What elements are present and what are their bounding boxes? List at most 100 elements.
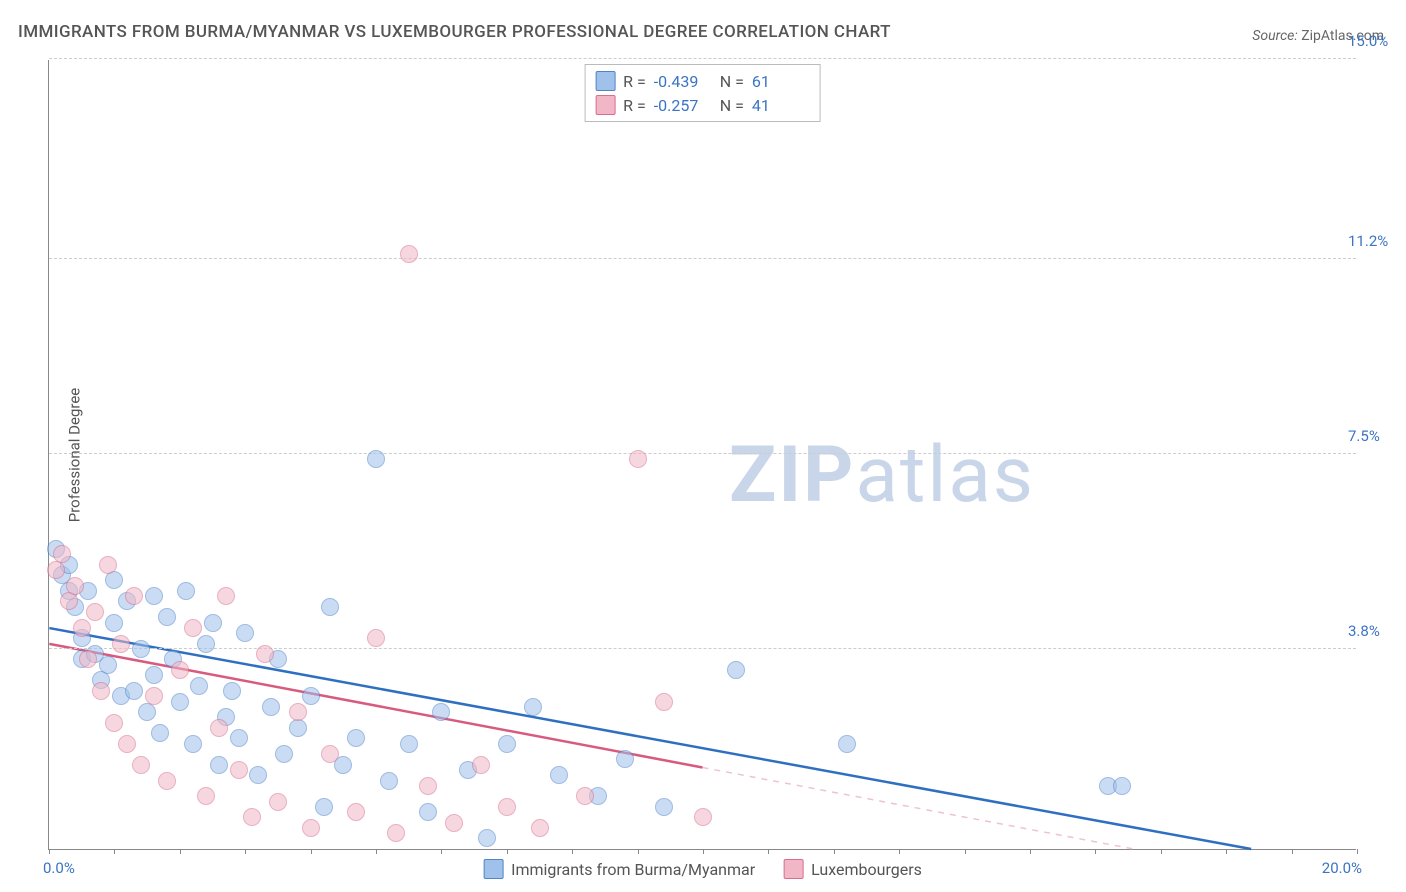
scatter-point-lux	[197, 787, 215, 805]
gridline	[49, 648, 1356, 649]
y-tick-label: 15.0%	[1348, 32, 1406, 50]
scatter-point-burma	[432, 703, 450, 721]
x-axis-max-label: 20.0%	[1322, 859, 1362, 877]
scatter-point-lux	[118, 735, 136, 753]
legend-series: Immigrants from Burma/Myanmar Luxembourg…	[483, 859, 922, 879]
scatter-point-burma	[190, 677, 208, 695]
scatter-point-burma	[655, 798, 673, 816]
x-axis-min-label: 0.0%	[43, 859, 75, 877]
legend-label-burma: Immigrants from Burma/Myanmar	[511, 860, 755, 879]
x-tick	[114, 849, 115, 854]
x-tick	[441, 849, 442, 854]
scatter-point-burma	[478, 829, 496, 847]
x-tick	[1357, 849, 1358, 854]
scatter-point-burma	[236, 624, 254, 642]
scatter-point-burma	[321, 598, 339, 616]
legend-swatch-lux	[783, 859, 803, 879]
gridline	[49, 58, 1356, 59]
scatter-point-lux	[66, 577, 84, 595]
scatter-point-burma	[105, 614, 123, 632]
scatter-point-lux	[655, 693, 673, 711]
scatter-point-burma	[498, 735, 516, 753]
scatter-point-lux	[629, 450, 647, 468]
x-tick	[638, 849, 639, 854]
scatter-point-lux	[112, 635, 130, 653]
scatter-point-lux	[92, 682, 110, 700]
scatter-point-lux	[289, 703, 307, 721]
scatter-point-lux	[576, 787, 594, 805]
x-tick	[899, 849, 900, 854]
scatter-point-lux	[86, 603, 104, 621]
scatter-point-burma	[184, 735, 202, 753]
scatter-point-lux	[256, 645, 274, 663]
x-tick	[507, 849, 508, 854]
scatter-point-burma	[380, 772, 398, 790]
scatter-point-burma	[105, 571, 123, 589]
scatter-point-burma	[171, 693, 189, 711]
scatter-point-lux	[347, 803, 365, 821]
x-tick	[376, 849, 377, 854]
scatter-point-lux	[145, 687, 163, 705]
scatter-point-burma	[249, 766, 267, 784]
x-tick	[1095, 849, 1096, 854]
scatter-point-burma	[347, 729, 365, 747]
scatter-point-lux	[269, 793, 287, 811]
trend-lines	[49, 60, 1356, 849]
x-tick	[965, 849, 966, 854]
y-tick-label: 3.8%	[1348, 622, 1406, 640]
scatter-point-lux	[400, 245, 418, 263]
scatter-point-lux	[47, 561, 65, 579]
scatter-point-burma	[367, 450, 385, 468]
x-tick	[1161, 849, 1162, 854]
scatter-point-burma	[315, 798, 333, 816]
x-tick	[245, 849, 246, 854]
scatter-point-burma	[223, 682, 241, 700]
scatter-point-burma	[727, 661, 745, 679]
scatter-point-burma	[132, 640, 150, 658]
x-tick	[703, 849, 704, 854]
chart-title: IMMIGRANTS FROM BURMA/MYANMAR VS LUXEMBO…	[18, 22, 891, 42]
scatter-point-burma	[197, 635, 215, 653]
scatter-point-lux	[498, 798, 516, 816]
scatter-point-burma	[1113, 777, 1131, 795]
scatter-point-lux	[230, 761, 248, 779]
scatter-point-burma	[838, 735, 856, 753]
scatter-point-lux	[171, 661, 189, 679]
scatter-point-burma	[550, 766, 568, 784]
scatter-point-lux	[387, 824, 405, 842]
scatter-point-lux	[105, 714, 123, 732]
gridline	[49, 258, 1356, 259]
gridline	[49, 453, 1356, 454]
scatter-point-burma	[204, 614, 222, 632]
scatter-point-lux	[217, 587, 235, 605]
scatter-point-burma	[289, 719, 307, 737]
scatter-point-lux	[472, 756, 490, 774]
legend-item-lux: Luxembourgers	[783, 859, 922, 879]
scatter-point-burma	[302, 687, 320, 705]
scatter-point-burma	[145, 587, 163, 605]
x-tick	[768, 849, 769, 854]
chart-plot-area: Professional Degree ZIPatlas R = -0.439 …	[48, 60, 1356, 850]
scatter-point-burma	[151, 724, 169, 742]
legend-swatch-burma	[483, 859, 503, 879]
scatter-point-lux	[419, 777, 437, 795]
x-tick	[1030, 849, 1031, 854]
scatter-point-burma	[419, 803, 437, 821]
scatter-point-burma	[177, 582, 195, 600]
scatter-point-burma	[616, 750, 634, 768]
scatter-point-lux	[184, 619, 202, 637]
scatter-point-burma	[524, 698, 542, 716]
scatter-point-burma	[230, 729, 248, 747]
x-tick	[49, 849, 50, 854]
scatter-point-burma	[400, 735, 418, 753]
scatter-point-burma	[158, 608, 176, 626]
x-tick	[1292, 849, 1293, 854]
scatter-point-burma	[210, 756, 228, 774]
scatter-point-lux	[243, 808, 261, 826]
scatter-point-burma	[125, 682, 143, 700]
scatter-point-lux	[445, 814, 463, 832]
scatter-point-burma	[138, 703, 156, 721]
scatter-point-lux	[158, 772, 176, 790]
legend-label-lux: Luxembourgers	[811, 860, 922, 879]
scatter-point-lux	[367, 629, 385, 647]
